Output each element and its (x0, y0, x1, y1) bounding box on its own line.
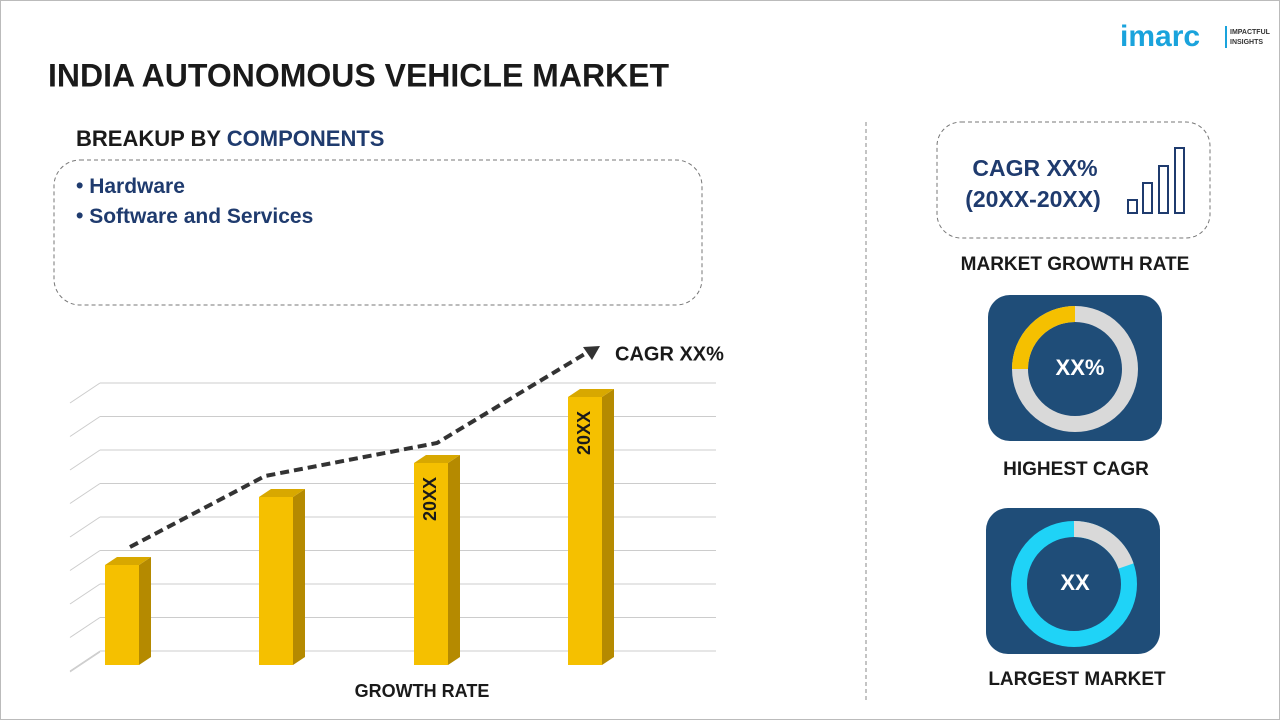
bar-side (139, 557, 151, 665)
floor-line (69, 550, 101, 571)
bar-top (568, 389, 614, 397)
bar (105, 565, 139, 665)
bar-side (293, 489, 305, 665)
heading-highlight: COMPONENTS (227, 126, 385, 151)
bar-label: 20XX (420, 477, 440, 521)
bar-top (105, 557, 151, 565)
growth-chart: 20XX 20XX (69, 346, 716, 673)
trend-line (129, 350, 590, 549)
card-value: XX% (1056, 355, 1105, 380)
logo-tagline: INSIGHTS (1230, 39, 1263, 46)
growth-icon (1127, 147, 1185, 214)
floor-line (69, 583, 101, 605)
cagr-line: CAGR XX% (972, 155, 1097, 181)
item-text: Software and Services (89, 205, 313, 228)
card-value: XX (1060, 570, 1090, 595)
floor-line (69, 449, 101, 471)
bar-side (602, 389, 614, 665)
breakup-item: • Hardware (76, 175, 185, 198)
heading-prefix: BREAKUP BY (76, 126, 221, 151)
card-caption: MARKET GROWTH RATE (961, 254, 1190, 275)
logo-tagline: IMPACTFUL (1230, 29, 1271, 36)
donut-arc (1073, 521, 1134, 569)
floor-line (69, 483, 101, 504)
cagr-box (936, 121, 1211, 239)
card-caption: LARGEST MARKET (988, 669, 1166, 690)
title: INDIA AUTONOMOUS VEHICLE MARKET (48, 57, 670, 93)
bar-top (259, 489, 305, 497)
trend-arrow (583, 346, 600, 360)
card-caption: HIGHEST CAGR (1003, 459, 1149, 480)
item-text: Hardware (89, 175, 185, 198)
bar-label: 20XX (574, 411, 594, 455)
breakup-box (53, 159, 703, 306)
floor-line (69, 516, 101, 538)
bar-side (448, 455, 460, 665)
donut-arc (1012, 306, 1076, 370)
floor-line (69, 382, 101, 404)
floor-line (69, 651, 101, 673)
breakup-item: • Software and Services (76, 205, 313, 228)
bar (414, 463, 448, 665)
floor-line (69, 617, 101, 638)
bar-top (414, 455, 460, 463)
breakup-heading: BREAKUP BY COMPONENTS (76, 126, 384, 151)
bar (568, 397, 602, 665)
floor-line (69, 650, 101, 672)
bar (259, 497, 293, 665)
axis-label: GROWTH RATE (355, 681, 490, 701)
cagr-line: (20XX-20XX) (965, 186, 1101, 212)
floor-line (69, 416, 101, 437)
trend-label: CAGR XX% (615, 343, 724, 365)
logo-brand: imarc (1120, 20, 1200, 53)
